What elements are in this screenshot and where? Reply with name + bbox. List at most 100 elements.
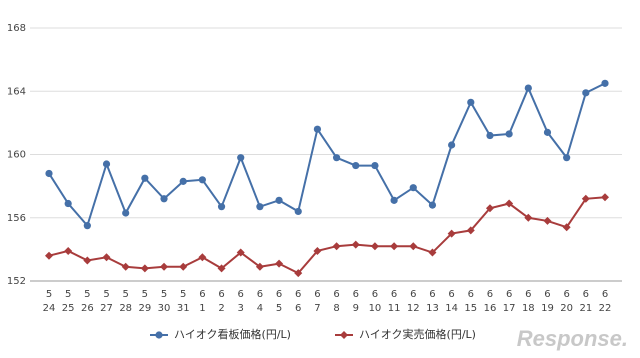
point: [466, 226, 475, 235]
x-tick-label: 6: [602, 289, 608, 300]
x-tick-label: 14: [445, 303, 458, 314]
point: [236, 248, 245, 257]
point: [447, 229, 456, 238]
point: [64, 199, 72, 208]
y-tick-label: 156: [7, 213, 26, 224]
point: [581, 194, 590, 203]
point: [122, 209, 130, 217]
point: [524, 84, 532, 92]
x-tick-label: 5: [142, 289, 148, 300]
point: [505, 199, 514, 208]
point: [160, 195, 168, 203]
x-tick-label: 27: [100, 303, 113, 314]
point: [582, 89, 590, 97]
x-tick-label: 5: [161, 289, 167, 300]
x-tick-label: 11: [388, 303, 401, 314]
x-tick-label: 6: [333, 289, 339, 300]
x-tick-label: 5: [276, 303, 282, 314]
point: [562, 223, 571, 232]
x-tick-label: 6: [583, 289, 589, 300]
x-tick-label: 30: [158, 303, 171, 314]
point: [371, 161, 379, 170]
point: [601, 79, 609, 87]
point: [351, 240, 360, 249]
point: [45, 169, 53, 178]
x-tick-label: 6: [544, 289, 550, 300]
point: [524, 213, 533, 222]
y-tick-label: 168: [7, 23, 26, 34]
point: [332, 154, 341, 162]
point: [256, 203, 264, 211]
x-tick-label: 5: [103, 289, 109, 300]
point: [64, 246, 73, 255]
x-tick-label: 3: [238, 303, 244, 314]
x-tick-label: 16: [484, 303, 497, 314]
series-line: [48, 196, 606, 275]
x-tick-label: 6: [257, 289, 263, 300]
x-tick-label: 6: [468, 289, 474, 300]
x-tick-label: 7: [314, 303, 320, 314]
x-tick-label: 15: [464, 303, 477, 314]
point: [121, 262, 130, 271]
x-tick-label: 6: [199, 289, 205, 300]
point: [543, 216, 552, 225]
x-tick-label: 2: [218, 303, 224, 314]
x-tick-label: 10: [369, 303, 382, 314]
series-line: [48, 82, 606, 228]
point: [313, 246, 322, 255]
point: [275, 259, 284, 268]
point: [313, 125, 322, 133]
x-tick-label: 29: [138, 303, 151, 314]
point: [102, 160, 111, 168]
x-tick-label: 12: [407, 303, 420, 314]
x-tick-label: 6: [525, 289, 531, 300]
point: [370, 242, 379, 251]
point: [428, 201, 437, 209]
x-tick-label: 6: [314, 289, 320, 300]
point: [352, 161, 360, 170]
point: [198, 176, 206, 184]
x-tick-label: 13: [426, 303, 439, 314]
point: [409, 184, 417, 192]
point: [563, 154, 571, 162]
x-tick-label: 5: [123, 289, 129, 300]
point: [448, 141, 456, 149]
x-tick-label: 4: [257, 303, 263, 314]
y-tick-label: 164: [7, 86, 26, 97]
point: [332, 242, 341, 251]
point: [160, 262, 169, 271]
x-tick-label: 6: [487, 289, 493, 300]
x-tick-label: 6: [429, 289, 435, 300]
point: [409, 242, 418, 251]
legend-label: ハイオク実売価格(円/L): [359, 327, 476, 341]
point: [294, 207, 302, 216]
point: [275, 196, 283, 204]
legend-label: ハイオク看板価格(円/L): [174, 327, 291, 341]
point: [217, 264, 226, 273]
point: [294, 269, 303, 278]
legend-marker: [340, 331, 348, 339]
x-tick-label: 6: [391, 289, 397, 300]
point: [543, 128, 552, 136]
y-tick-label: 160: [7, 150, 26, 161]
point: [428, 248, 437, 257]
x-tick-label: 5: [46, 289, 52, 300]
x-tick-label: 18: [522, 303, 535, 314]
x-tick-label: 6: [276, 289, 282, 300]
x-tick-label: 5: [180, 289, 186, 300]
x-tick-label: 6: [410, 289, 416, 300]
y-tick-label: 152: [7, 276, 26, 287]
point: [83, 222, 91, 230]
point: [505, 130, 513, 138]
point: [102, 253, 111, 262]
x-tick-label: 19: [541, 303, 554, 314]
x-tick-label: 6: [295, 303, 301, 314]
point: [486, 131, 494, 140]
point: [141, 174, 149, 182]
x-tick-label: 1: [199, 303, 205, 314]
x-tick-label: 6: [372, 289, 378, 300]
x-tick-label: 26: [81, 303, 94, 314]
point: [83, 256, 92, 265]
point: [179, 262, 188, 271]
x-tick-label: 6: [448, 289, 454, 300]
